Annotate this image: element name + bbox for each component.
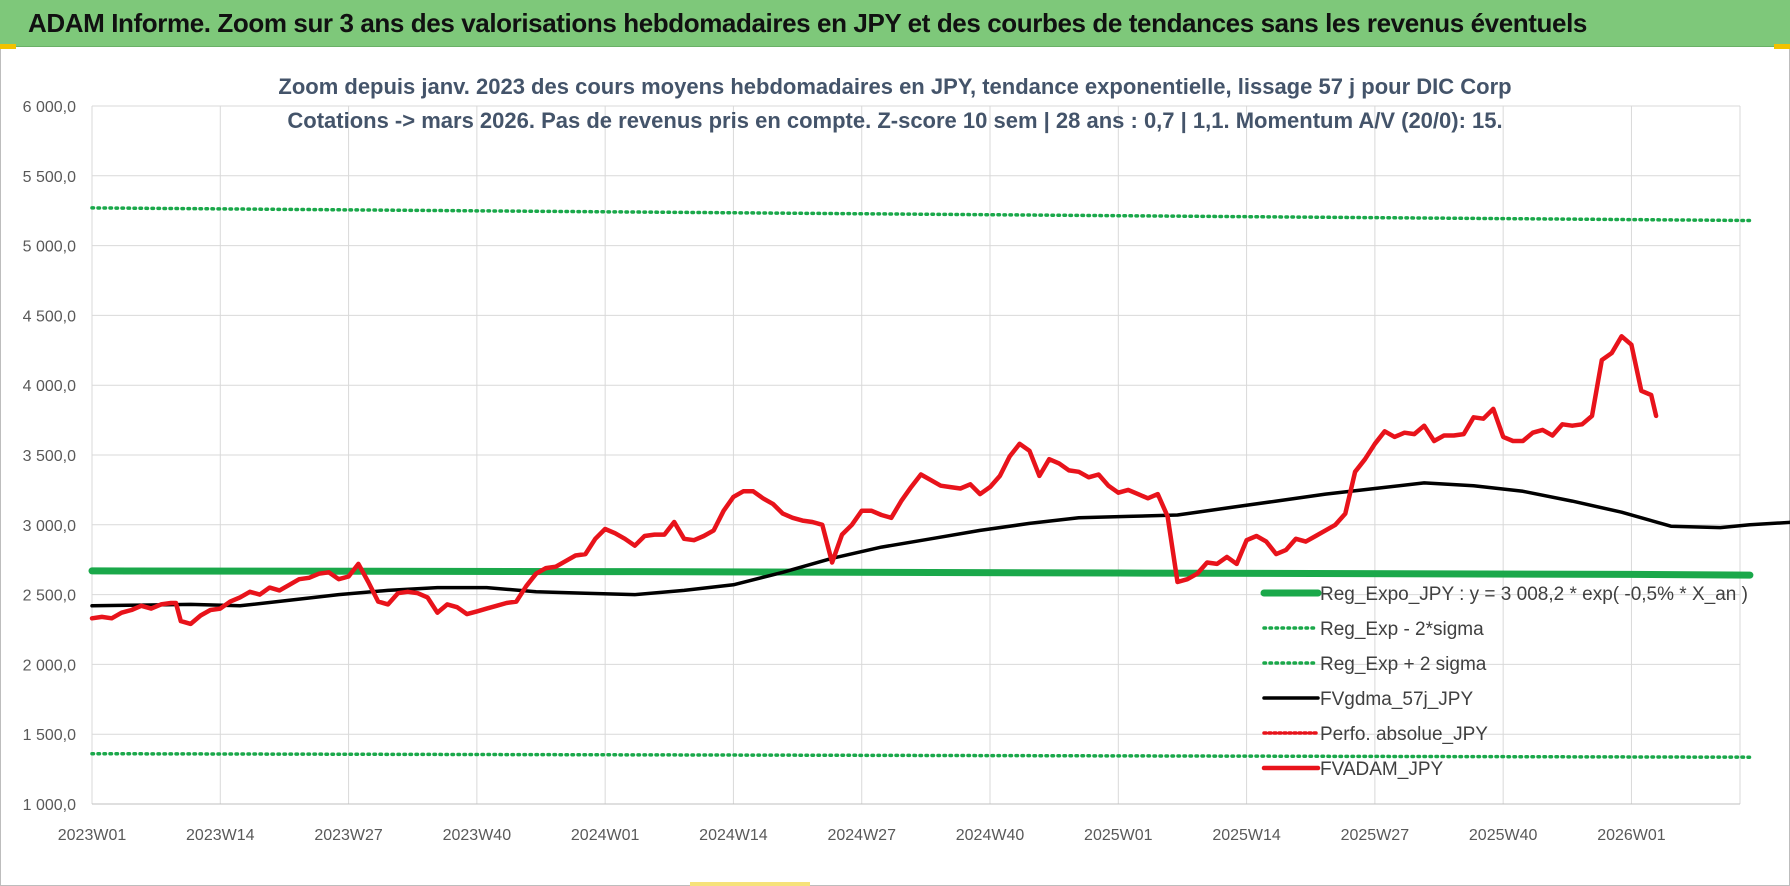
chart-title-line-1: Zoom depuis janv. 2023 des cours moyens … [278,74,1511,99]
reg-exp-minus-2sigma-line [90,751,1752,759]
x-tick-label: 2023W14 [186,827,255,844]
y-tick-label: 4 500,0 [23,308,76,325]
x-tick-label: 2024W40 [956,827,1025,844]
fvadam-line [89,334,1659,627]
fvgdma-line [90,481,1790,608]
x-tick-label: 2025W01 [1084,827,1153,844]
reg-expo-line [88,567,1754,579]
y-tick-label: 2 000,0 [23,657,76,674]
x-tick-label: 2024W27 [827,827,896,844]
banner-title: ADAM Informe. Zoom sur 3 ans des valoris… [28,8,1587,38]
y-tick-label: 3 500,0 [23,448,76,465]
corner-mark-left [0,44,16,49]
y-tick-label: 2 500,0 [23,588,76,605]
y-tick-label: 1 500,0 [23,727,76,744]
x-tick-label: 2024W01 [571,827,640,844]
legend-label: Reg_Exp - 2*sigma [1320,619,1484,640]
legend: Reg_Expo_JPY : y = 3 008,2 * exp( -0,5% … [1260,584,1748,780]
reg-exp-plus-2sigma-line [90,206,1752,223]
chart-grid [91,105,1741,805]
x-tick-label: 2025W40 [1469,827,1538,844]
banner: ADAM Informe. Zoom sur 3 ans des valoris… [0,0,1790,47]
legend-label: Reg_Expo_JPY : y = 3 008,2 * exp( -0,5% … [1320,584,1748,605]
x-tick-label: 2023W01 [58,827,127,844]
chart-title-line-2: Cotations -> mars 2026. Pas de revenus p… [287,108,1502,133]
y-tick-label: 4 000,0 [23,378,76,395]
x-tick-label: 2025W27 [1341,827,1410,844]
x-axis-ticks: 2023W01 2023W14 2023W27 2023W40 2024W01 2024W… [58,827,1666,844]
legend-label: Perfo. absolue_JPY [1320,724,1488,745]
x-tick-label: 2023W27 [314,827,383,844]
corner-mark-right [1774,44,1790,49]
x-tick-label: 2024W14 [699,827,768,844]
chart-series [88,206,1790,759]
y-tick-label: 5 000,0 [23,239,76,256]
x-tick-label: 2026W01 [1597,827,1666,844]
x-tick-label: 2023W40 [443,827,512,844]
y-tick-label: 3 000,0 [23,518,76,535]
legend-label: FVgdma_57j_JPY [1320,689,1473,710]
y-tick-label: 5 500,0 [23,169,76,186]
y-tick-label: 6 000,0 [23,99,76,116]
y-axis-ticks: 1 000,0 1 500,0 2 000,0 2 500,0 3 000,0 3 500… [23,99,76,814]
bottom-mark [690,882,810,886]
legend-label: Reg_Exp + 2 sigma [1320,654,1487,675]
x-tick-label: 2025W14 [1212,827,1281,844]
y-tick-label: 1 000,0 [23,797,76,814]
legend-label: FVADAM_JPY [1320,759,1444,780]
